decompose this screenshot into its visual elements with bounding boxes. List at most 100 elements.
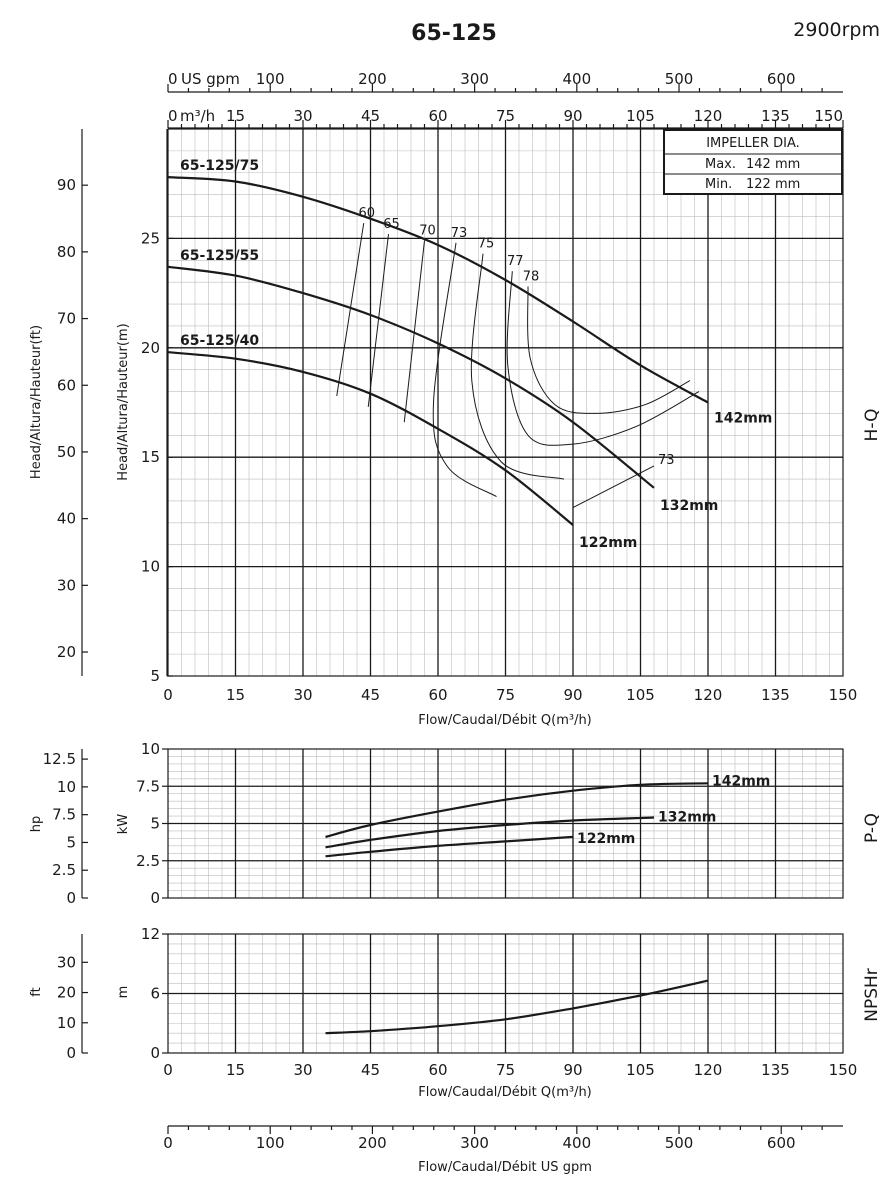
hq-x-tick-label: 30: [293, 686, 312, 704]
impeller-min-label: Min.: [705, 177, 732, 192]
hq-y2-tick-label: 40: [57, 510, 76, 528]
pq-y2-tick-label: 7.5: [52, 806, 76, 824]
top-m3h-tick-label: 30: [293, 107, 312, 125]
hq-y2-tick-label: 50: [57, 443, 76, 461]
efficiency-label-73: 73: [451, 226, 468, 241]
hq-x-tick-label: 90: [563, 686, 582, 704]
pq-y2-tick-label: 0: [66, 889, 76, 907]
npsh-x-tick-label: 45: [361, 1061, 380, 1079]
impeller-min-value: 122 mm: [746, 177, 800, 192]
top-usgpm-tick-label: 600: [767, 70, 796, 88]
efficiency-line-77: [506, 271, 700, 446]
top-m3h-tick-label: 15: [226, 107, 245, 125]
pq-y2-tick-label: 2.5: [52, 861, 76, 879]
hq-x-tick-label: 75: [496, 686, 515, 704]
hq-end-label-122mm: 122mm: [579, 535, 637, 551]
hq-end-label-142mm: 142mm: [714, 411, 772, 427]
top-m3h-tick-label: 90: [563, 107, 582, 125]
npsh-x-tick-label: 135: [761, 1061, 790, 1079]
npsh-y-tick-label: 0: [150, 1044, 160, 1062]
efficiency-line-75: [470, 253, 565, 480]
hq-panel: 5 10 15 20 25 20 30 40 50 60 70 80 90 0 15 30 45 60 75 90 10…: [29, 128, 858, 728]
bottom-usgpm-tick-label: 300: [460, 1134, 489, 1152]
top-m3h-tick-label: 45: [361, 107, 380, 125]
pq-y-tick-label: 7.5: [136, 777, 160, 795]
npsh-y2-tick-label: 20: [57, 984, 76, 1002]
npsh-curve: [325, 979, 709, 1035]
pq-y2-tick-label: 10: [57, 778, 76, 796]
side-label-npsh: NPSHr: [862, 968, 882, 1022]
efficiency-line-73: [432, 242, 497, 498]
hq-y-tick-label: 10: [141, 558, 160, 576]
pq-curve-132mm: [325, 816, 655, 849]
bottom-usgpm-tick-label: 500: [665, 1134, 694, 1152]
efficiency-line-60: [336, 223, 365, 397]
bottom-usgpm-tick-label: 200: [358, 1134, 387, 1152]
efficiency-line-73: [572, 465, 655, 508]
impeller-max-value: 142 mm: [746, 157, 800, 172]
hq-curve-65-125-75: [167, 176, 709, 404]
speed-label: 2900rpm: [793, 19, 880, 41]
hq-x-tick-label: 45: [361, 686, 380, 704]
impeller-box-frame: [663, 129, 843, 195]
top-m3h-tick-label: 0: [168, 107, 178, 125]
npsh-x-tick-label: 105: [626, 1061, 655, 1079]
npsh-x-tick-label: 0: [163, 1061, 173, 1079]
bottom-usgpm-axis: 0 100 200 300 400 500 600: [163, 1125, 843, 1152]
top-m3h-tick-label: 75: [496, 107, 515, 125]
top-usgpm-tick-label: 200: [358, 70, 387, 88]
npsh-y-axis-title: m: [116, 986, 131, 999]
bottom-usgpm-tick-label: 400: [563, 1134, 592, 1152]
hq-x-tick-label: 150: [829, 686, 858, 704]
side-label-pq: P-Q: [862, 813, 882, 843]
pq-curve-142mm: [325, 782, 709, 838]
bottom-axis-label: Flow/Caudal/Débit US gpm: [418, 1160, 592, 1175]
npsh-y2-axis-title: ft: [29, 987, 44, 996]
hq-end-label-132mm: 132mm: [660, 498, 718, 514]
npsh-x-tick-label: 60: [428, 1061, 447, 1079]
hq-x-tick-label: 60: [428, 686, 447, 704]
efficiency-line-78: [527, 286, 691, 414]
hq-y-axis-title: Head/Altura/Hauteur(m): [116, 323, 131, 480]
pq-panel: 0 2.5 5 7.5 10 0 2.5 5 7.5 10 12.5 kW hp 142mm 132mm 12…: [29, 740, 844, 907]
hq-curve-65-125-55: [167, 265, 655, 489]
npsh-x-tick-label: 15: [226, 1061, 245, 1079]
hq-series-label-65-125-40: 65-125/40: [180, 333, 259, 349]
top-usgpm-tick-label: 0: [168, 70, 178, 88]
efficiency-line-65: [367, 233, 389, 407]
hq-y-tick-label: 15: [141, 448, 160, 466]
hq-frame: [167, 128, 844, 677]
npsh-x-tick-label: 150: [829, 1061, 858, 1079]
hq-y-tick-label: 20: [141, 339, 160, 357]
npsh-y-tick-label: 6: [150, 985, 160, 1003]
top-usgpm-unit: US gpm: [181, 70, 240, 88]
hq-y2-tick-label: 70: [57, 310, 76, 328]
hq-x-tick-label: 135: [761, 686, 790, 704]
npsh-x-tick-label: 90: [563, 1061, 582, 1079]
npsh-x-tick-label: 75: [496, 1061, 515, 1079]
hq-x-tick-label: 105: [626, 686, 655, 704]
efficiency-label-75: 75: [478, 237, 495, 252]
pq-curve-122mm: [325, 835, 574, 858]
bottom-usgpm-tick-label: 600: [767, 1134, 796, 1152]
top-usgpm-tick-label: 100: [256, 70, 285, 88]
top-usgpm-tick-label: 500: [665, 70, 694, 88]
pq-series-label-142mm: 142mm: [712, 773, 770, 789]
top-m3h-tick-label: 105: [626, 107, 655, 125]
npsh-y2-tick-label: 10: [57, 1014, 76, 1032]
efficiency-label-77: 77: [507, 254, 524, 269]
efficiency-label-73: 73: [658, 453, 675, 468]
impeller-box: IMPELLER DIA. Max. 142 mm Min. 122 mm: [663, 129, 843, 195]
npsh-x-tick-label: 30: [293, 1061, 312, 1079]
top-m3h-tick-label: 150: [814, 107, 843, 125]
hq-y2-tick-label: 60: [57, 376, 76, 394]
pq-y-tick-label: 2.5: [136, 852, 160, 870]
pq-y-tick-label: 5: [150, 815, 160, 833]
efficiency-label-65: 65: [383, 217, 400, 232]
hq-y-tick-label: 25: [141, 229, 160, 247]
impeller-box-title: IMPELLER DIA.: [706, 136, 800, 151]
hq-series-label-65-125-55: 65-125/55: [180, 248, 259, 264]
npsh-y-tick-label: 12: [141, 925, 160, 943]
